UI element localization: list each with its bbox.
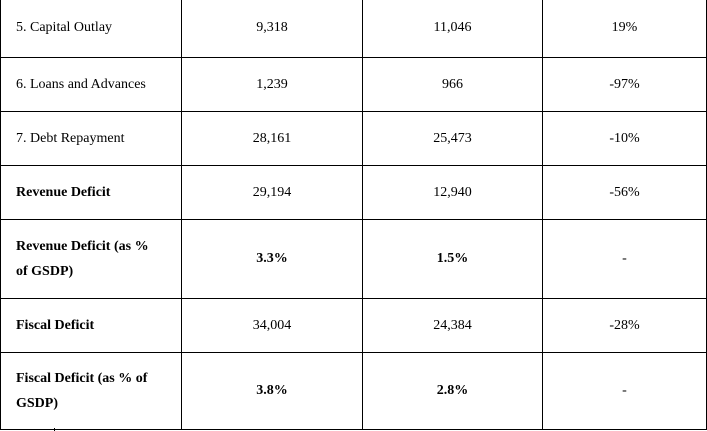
row-label-line1: Fiscal Deficit (as % of xyxy=(16,371,148,386)
row-label: 6. Loans and Advances xyxy=(0,57,182,112)
value-cell: 29,194 xyxy=(181,165,363,220)
table-row-fiscal-deficit: Fiscal Deficit 34,004 24,384 -28% xyxy=(0,298,707,353)
change-cell: 19% xyxy=(542,0,707,58)
row-label: Revenue Deficit xyxy=(0,165,182,220)
row-label: 5. Capital Outlay xyxy=(0,0,182,58)
value-cell: 1,239 xyxy=(181,57,363,112)
page-edge-mark xyxy=(54,428,55,431)
change-cell: - xyxy=(542,352,707,430)
table-row-fiscal-deficit-pct-gsdp: Fiscal Deficit (as % of GSDP) 3.8% 2.8% - xyxy=(0,352,707,430)
value-cell: 2.8% xyxy=(362,352,543,430)
table-row-debt-repayment: 7. Debt Repayment 28,161 25,473 -10% xyxy=(0,111,707,166)
value-cell: 25,473 xyxy=(362,111,543,166)
row-label-line1: Revenue Deficit (as % xyxy=(16,239,149,254)
value-cell: 3.8% xyxy=(181,352,363,430)
value-cell: 34,004 xyxy=(181,298,363,353)
value-cell: 11,046 xyxy=(362,0,543,58)
value-cell: 966 xyxy=(362,57,543,112)
row-label-line2: GSDP) xyxy=(16,396,58,411)
table-row-capital-outlay: 5. Capital Outlay 9,318 11,046 19% xyxy=(0,0,707,58)
value-cell: 3.3% xyxy=(181,219,363,299)
change-cell: -28% xyxy=(542,298,707,353)
row-label: Fiscal Deficit xyxy=(0,298,182,353)
change-cell: -10% xyxy=(542,111,707,166)
value-cell: 12,940 xyxy=(362,165,543,220)
row-label-line2: of GSDP) xyxy=(16,264,74,279)
value-cell: 28,161 xyxy=(181,111,363,166)
table-row-revenue-deficit-pct-gsdp: Revenue Deficit (as % of GSDP) 3.3% 1.5% … xyxy=(0,219,707,299)
value-cell: 1.5% xyxy=(362,219,543,299)
value-cell: 9,318 xyxy=(181,0,363,58)
change-cell: -56% xyxy=(542,165,707,220)
table-row-loans-and-advances: 6. Loans and Advances 1,239 966 -97% xyxy=(0,57,707,112)
row-label: 7. Debt Repayment xyxy=(0,111,182,166)
value-cell: 24,384 xyxy=(362,298,543,353)
table-row-revenue-deficit: Revenue Deficit 29,194 12,940 -56% xyxy=(0,165,707,220)
change-cell: - xyxy=(542,219,707,299)
change-cell: -97% xyxy=(542,57,707,112)
row-label: Revenue Deficit (as % of GSDP) xyxy=(0,219,182,299)
row-label: Fiscal Deficit (as % of GSDP) xyxy=(0,352,182,430)
